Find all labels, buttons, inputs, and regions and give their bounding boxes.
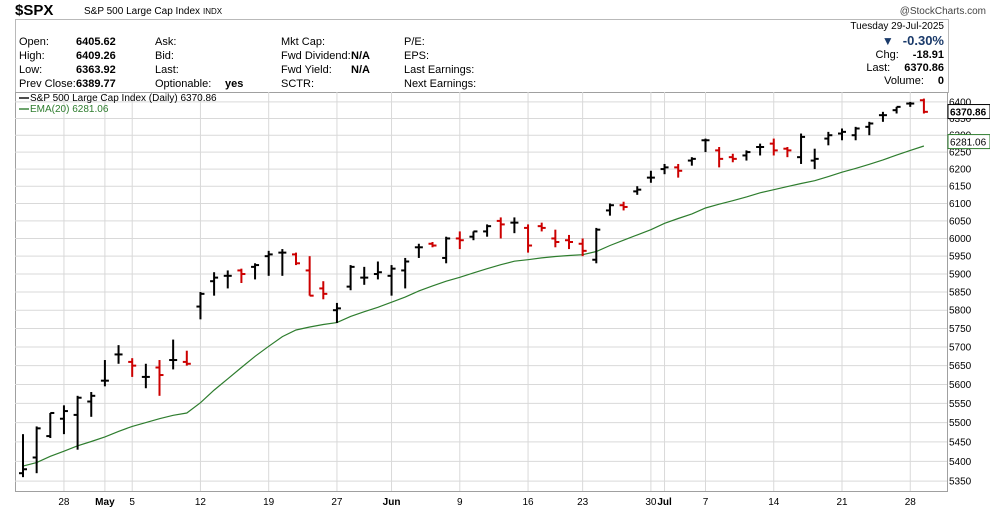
- quote-right-value: 6370.86: [904, 62, 944, 74]
- quote-value: yes: [225, 78, 244, 90]
- exchange-label: INDX: [203, 7, 223, 16]
- quote-label: Optionable:: [155, 78, 212, 90]
- y-tick-label: 6200: [949, 165, 972, 176]
- y-tick-label: 5900: [949, 270, 972, 281]
- x-tick-label: 19: [263, 497, 275, 508]
- quote-label: Fwd Dividend:: [281, 50, 351, 62]
- y-tick-label: 6400: [949, 97, 972, 108]
- ema-line: [22, 145, 925, 467]
- quote-label: Low:: [19, 64, 43, 76]
- x-tick-label: 14: [768, 497, 780, 508]
- quote-summary: Tuesday 29-Jul-2025 ▼ -0.30% Chg: -18.91 L…: [850, 20, 944, 87]
- legend-label: EMA(20) 6281.06: [30, 104, 109, 115]
- quote-label: Mkt Cap:: [281, 36, 326, 48]
- quote-right-row: Chg: -18.91: [850, 49, 944, 61]
- y-tick-label: 5500: [949, 418, 972, 429]
- quote-header: Open: 6405.62 Ask: Mkt Cap: P/E: High: 6409.26…: [15, 19, 949, 93]
- quote-label: Bid:: [155, 50, 174, 62]
- x-tick-label: 27: [331, 497, 343, 508]
- y-tick-label: 5700: [949, 342, 972, 353]
- ema-value-label: 6281.06: [950, 138, 987, 149]
- quote-label: Open:: [19, 36, 49, 48]
- y-tick-label: 5850: [949, 288, 972, 299]
- x-tick-label: 16: [522, 497, 534, 508]
- quote-label: SCTR:: [281, 78, 314, 90]
- quote-value: 6389.77: [76, 78, 116, 90]
- y-tick-label: 6150: [949, 182, 972, 193]
- quote-label: EPS:: [404, 50, 430, 62]
- x-tick-label: 28: [905, 497, 917, 508]
- title-bar: $SPX S&P 500 Large Cap Index INDX @StockC…: [0, 0, 990, 20]
- last-price-tag: [947, 104, 990, 120]
- quote-right-rows: Chg: -18.91 Last: 6370.86 Volume: 0: [850, 49, 944, 87]
- y-tick-label: 6100: [949, 199, 972, 210]
- quote-value: 6409.26: [76, 50, 116, 62]
- y-tick-label: 5450: [949, 437, 972, 448]
- quote-right-label: Volume:: [884, 75, 924, 87]
- quote-label: Fwd Yield:: [281, 64, 332, 76]
- y-tick-label: 5750: [949, 324, 972, 335]
- x-tick-label: Jul: [657, 497, 672, 508]
- symbol-name: S&P 500 Large Cap Index INDX: [84, 6, 222, 17]
- stockcharts-credit: @StockCharts.com: [899, 6, 986, 17]
- quote-right-label: Last:: [866, 62, 891, 74]
- price-chart-svg: 5350 5400 5450 5500 5550 5600 5650 5700 5750 5800…: [15, 92, 990, 508]
- quote-label: High:: [19, 50, 45, 62]
- y-tick-label: 6000: [949, 234, 972, 245]
- y-tick-label: 6350: [949, 114, 972, 125]
- quote-label: P/E:: [404, 36, 425, 48]
- legend-label: S&P 500 Large Cap Index (Daily) 6370.86: [30, 93, 217, 104]
- symbol-name-text: S&P 500 Large Cap Index: [84, 6, 201, 17]
- x-tick-label: May: [95, 497, 115, 508]
- y-tick-label: 6250: [949, 148, 972, 159]
- down-arrow-icon: ▼: [881, 34, 894, 48]
- quote-label: Last Earnings:: [404, 64, 475, 76]
- symbol-ticker: $SPX: [15, 2, 54, 19]
- quote-right-value: 0: [937, 75, 944, 87]
- x-tick-label: 28: [58, 497, 70, 508]
- quote-right-label: Chg:: [875, 49, 899, 61]
- quote-value: 6405.62: [76, 36, 116, 48]
- x-tick-label: 7: [703, 497, 709, 508]
- quote-right-row: Volume: 0: [850, 75, 944, 87]
- quote-label: Prev Close:: [19, 78, 76, 90]
- last-price-label: 6370.86: [950, 108, 987, 119]
- price-chart: 5350 5400 5450 5500 5550 5600 5650 5700 5750 5800…: [15, 92, 990, 511]
- quote-label: Next Earnings:: [404, 78, 477, 90]
- change-percent-row: ▼ -0.30%: [850, 33, 944, 48]
- y-tick-label: 5400: [949, 457, 972, 468]
- x-tick-label: 21: [836, 497, 848, 508]
- x-tick-label: 30: [645, 497, 657, 508]
- quote-label: Ask:: [155, 36, 177, 48]
- x-tick-label: 12: [195, 497, 207, 508]
- quote-value: N/A: [351, 64, 370, 76]
- y-tick-label: 5550: [949, 399, 972, 410]
- quote-value: 6363.92: [76, 64, 116, 76]
- x-tick-label: 9: [457, 497, 463, 508]
- y-tick-label: 5950: [949, 252, 972, 263]
- y-tick-label: 5800: [949, 306, 972, 317]
- y-tick-label: 5350: [949, 477, 972, 488]
- quote-date: Tuesday 29-Jul-2025: [850, 21, 944, 32]
- x-tick-label: 5: [129, 497, 135, 508]
- quote-value: N/A: [351, 50, 370, 62]
- y-tick-label: 5650: [949, 361, 972, 372]
- quote-right-value: -18.91: [912, 49, 944, 61]
- change-percent: -0.30%: [902, 33, 944, 48]
- x-tick-label: 23: [577, 497, 589, 508]
- quote-label: Last:: [155, 64, 179, 76]
- ema-value-tag: [947, 134, 990, 150]
- quote-right-row: Last: 6370.86: [850, 62, 944, 74]
- y-tick-label: 5600: [949, 380, 972, 391]
- y-tick-label: 6050: [949, 216, 972, 227]
- x-tick-label: Jun: [383, 497, 401, 508]
